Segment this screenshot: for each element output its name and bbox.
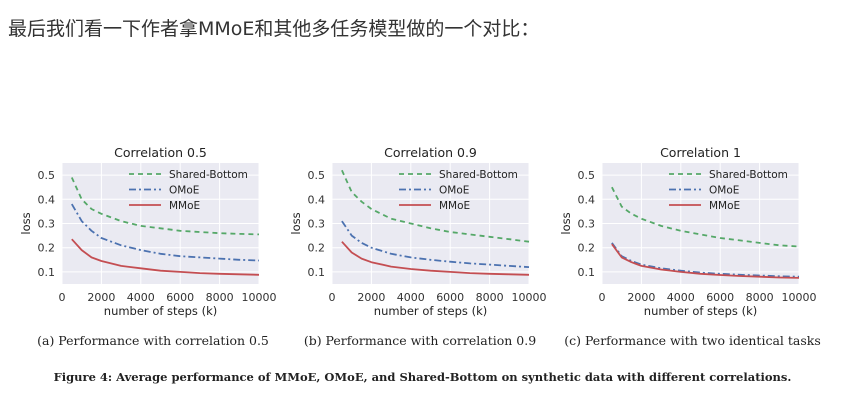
chart-0-ylabel: loss [19,212,33,234]
chart-1-legend-label-2: MMoE [439,200,470,212]
figure-caption: Figure 4: Average performance of MMoE, O… [53,370,792,384]
chart-2-ylabel: loss [559,212,573,234]
chart-0-series-mmoe [71,238,260,276]
chart-2-xtick-5: 10000 [782,291,817,304]
chart-0-ytick-2: 0.3 [38,218,56,231]
chart-2-series-mmoe [611,243,800,279]
chart-2-series-shared-bottom [611,186,800,248]
chart-1-title: Correlation 0.9 [384,145,477,160]
chart-0-xtick-5: 10000 [242,291,277,304]
chart-0-ytick-0: 0.1 [38,266,56,279]
chart-1-xtick-1: 2000 [357,291,385,304]
chart-1-xtick-5: 10000 [512,291,547,304]
chart-1-xtick-2: 4000 [397,291,425,304]
chart-0-series-shared-bottom [70,177,260,236]
chart-1-legend-label-1: OMoE [439,185,469,197]
chart-2-series-omoe [611,242,800,278]
chart-1-ytick-1: 0.2 [308,242,326,255]
chart-0-legend-label-1: OMoE [169,185,199,197]
chart-2-ytick-4: 0.5 [578,169,596,182]
subcaption-b: (b) Performance with correlation 0.9 [303,333,537,348]
chart-0-ytick-1: 0.2 [38,242,56,255]
chart-1-ylabel: loss [289,212,303,234]
subcaption-a: (a) Performance with correlation 0.5 [37,333,269,348]
chart-0-series-omoe [71,203,260,262]
chart-0-legend-label-0: Shared-Bottom [169,169,248,181]
chart-2-xtick-3: 6000 [706,291,734,304]
chart-0-xtick-3: 6000 [166,291,194,304]
chart-0-title: Correlation 0.5 [114,145,207,160]
chart-2-legend-label-0: Shared-Bottom [709,169,788,181]
chart-1-xtick-3: 6000 [436,291,464,304]
chart-1-ytick-4: 0.5 [308,169,326,182]
chart-2-xtick-2: 4000 [667,291,695,304]
chart-0-ytick-4: 0.5 [38,169,56,182]
chart-2-xtick-4: 8000 [746,291,774,304]
chart-2-ytick-3: 0.4 [578,193,596,206]
chart-1-xtick-0: 0 [329,291,336,304]
chart-0-xtick-2: 4000 [127,291,155,304]
chart-0-xtick-1: 2000 [87,291,115,304]
chart-2-xlabel: number of steps (k) [644,304,757,318]
chart-0-xtick-4: 8000 [206,291,234,304]
chart-2-legend-label-1: OMoE [709,185,739,197]
chart-1-xlabel: number of steps (k) [374,304,487,318]
chart-1-series-omoe [341,220,530,268]
chart-2-title: Correlation 1 [660,145,741,160]
chart-0-xlabel: number of steps (k) [104,304,217,318]
subcaption-c: (c) Performance with two identical tasks [564,333,821,348]
chart-2-xtick-1: 2000 [627,291,655,304]
chart-0-legend-label-2: MMoE [169,200,200,212]
chart-2-xtick-0: 0 [599,291,606,304]
chart-2-ytick-0: 0.1 [578,266,596,279]
chart-1-series-shared-bottom [341,169,530,243]
chart-1-xtick-4: 8000 [476,291,504,304]
chart-1-ytick-2: 0.3 [308,218,326,231]
chart-1-ytick-3: 0.4 [308,193,326,206]
chart-0-xtick-0: 0 [59,291,66,304]
chart-2-ytick-2: 0.3 [578,218,596,231]
chart-2-legend-label-2: MMoE [709,200,740,212]
chart-1-legend-label-0: Shared-Bottom [439,169,518,181]
chart-2-ytick-1: 0.2 [578,242,596,255]
chart-0-ytick-3: 0.4 [38,193,56,206]
intro-text: 最后我们看一下作者拿MMoE和其他多任务模型做的一个对比： [8,18,540,40]
chart-1-ytick-0: 0.1 [308,266,326,279]
chart-1-series-mmoe [341,241,530,276]
